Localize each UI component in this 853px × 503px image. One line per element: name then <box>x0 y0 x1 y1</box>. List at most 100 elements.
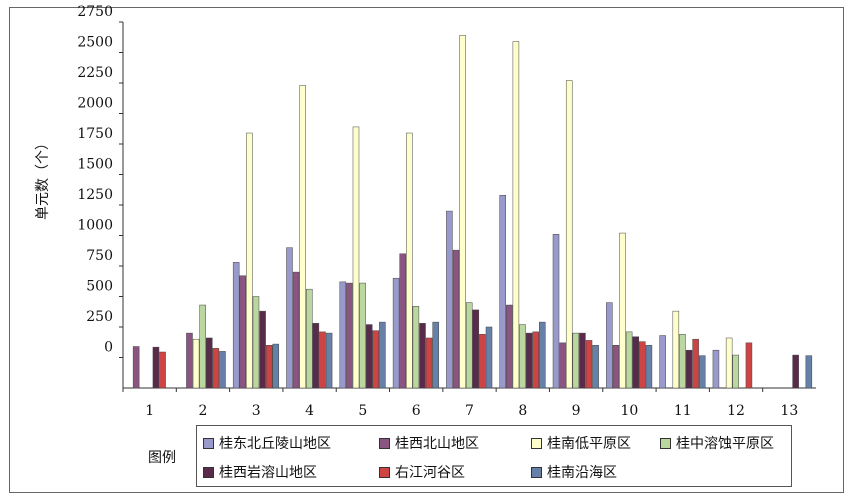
bar-4-cat-11 <box>679 334 686 389</box>
y-axis-label: 单元数（个） <box>35 136 51 220</box>
bar-7-cat-4 <box>325 332 333 389</box>
legend-label: 右江河谷区 <box>395 465 465 481</box>
x-tick-label: 4 <box>305 403 314 419</box>
x-tick-label: 3 <box>252 403 261 419</box>
bar-2-cat-4 <box>292 271 300 389</box>
y-tick-label: 1500 <box>77 157 113 173</box>
bar-3-cat-4 <box>299 85 306 389</box>
bar-3-cat-9 <box>565 80 573 389</box>
bar-1-cat-9 <box>552 234 560 389</box>
legend-swatch <box>660 437 671 449</box>
y-tick-label: 750 <box>86 248 113 264</box>
bar-2-cat-6 <box>399 253 406 389</box>
legend-title: 图例 <box>148 450 176 466</box>
bar-7-cat-9 <box>592 345 599 389</box>
bar-5-cat-10 <box>632 336 639 389</box>
bar-5-cat-2 <box>206 337 213 389</box>
bar-5-cat-1 <box>152 346 160 389</box>
bar-6-cat-12 <box>745 342 753 389</box>
bar-6-cat-5 <box>372 330 380 389</box>
x-tick-label: 1 <box>145 403 154 419</box>
x-tick-label: 10 <box>621 403 639 419</box>
bar-4-cat-9 <box>572 332 580 389</box>
y-tick-label: 2500 <box>77 35 113 51</box>
bar-6-cat-11 <box>692 338 699 389</box>
y-tick-label: 1000 <box>77 218 113 234</box>
bar-4-cat-4 <box>306 288 313 389</box>
bar-4-cat-2 <box>199 304 206 389</box>
legend-item: 桂西北山地区 <box>379 433 479 453</box>
bar-3-cat-7 <box>459 35 466 389</box>
bar-7-cat-8 <box>539 321 546 389</box>
bar-1-cat-6 <box>392 277 400 389</box>
bar-2-cat-8 <box>506 304 513 389</box>
bar-2-cat-5 <box>346 282 353 389</box>
bar-5-cat-9 <box>579 332 586 389</box>
bar-7-cat-11 <box>698 355 706 389</box>
legend-item: 右江河谷区 <box>379 462 465 482</box>
y-tick-label: 2750 <box>77 4 113 20</box>
legend-label: 桂西岩溶山地区 <box>219 465 317 481</box>
bar-4-cat-5 <box>359 282 366 389</box>
bar-7-cat-7 <box>485 326 493 389</box>
chart-frame <box>9 7 844 493</box>
bar-5-cat-8 <box>525 332 533 389</box>
bar-7-cat-10 <box>645 345 653 389</box>
bar-6-cat-2 <box>212 348 220 389</box>
x-tick-label: 7 <box>465 403 474 419</box>
bar-5-cat-3 <box>259 310 266 389</box>
x-tick-label: 9 <box>572 403 581 419</box>
bar-5-cat-4 <box>312 323 320 389</box>
legend-swatch <box>379 466 390 478</box>
bar-6-cat-7 <box>479 334 486 389</box>
bar-2-cat-9 <box>559 342 566 389</box>
bar-6-cat-8 <box>532 331 539 389</box>
bar-1-cat-8 <box>499 194 506 389</box>
x-tick-label: 2 <box>199 403 208 419</box>
bar-3-cat-8 <box>512 41 520 389</box>
bar-3-cat-6 <box>406 132 413 389</box>
bar-1-cat-10 <box>606 302 613 389</box>
bar-3-cat-10 <box>619 232 626 389</box>
bar-1-cat-12 <box>712 349 720 389</box>
legend-item: 桂西岩溶山地区 <box>203 462 317 482</box>
bar-4-cat-12 <box>732 354 739 389</box>
bar-5-cat-6 <box>419 323 426 389</box>
legend-item: 桂中溶蚀平原区 <box>660 433 774 453</box>
bar-2-cat-7 <box>452 249 460 389</box>
y-tick-label: 0 <box>104 340 113 356</box>
bar-6-cat-6 <box>425 337 433 389</box>
legend-swatch <box>379 437 390 449</box>
legend-swatch <box>203 437 214 449</box>
x-tick-label: 8 <box>518 403 527 419</box>
legend-swatch <box>531 437 542 449</box>
legend: 桂东北丘陵山地区 桂西北山地区 桂南低平原区 桂中溶蚀平原区 桂西岩溶山地区 右江河谷区 桂… <box>196 425 792 487</box>
bar-6-cat-3 <box>265 345 273 389</box>
bar-1-cat-5 <box>339 281 347 389</box>
bar-5-cat-7 <box>472 309 480 389</box>
legend-label: 桂中溶蚀平原区 <box>676 436 774 452</box>
y-tick-label: 1750 <box>77 126 113 142</box>
bar-2-cat-2 <box>186 332 193 389</box>
bar-3-cat-12 <box>725 337 733 389</box>
bar-1-cat-4 <box>286 247 293 389</box>
x-tick-label: 12 <box>727 403 745 419</box>
bar-3-cat-5 <box>352 126 360 389</box>
bar-2-cat-1 <box>132 346 140 389</box>
bar-6-cat-4 <box>319 331 326 389</box>
y-tick-label: 1250 <box>77 187 113 203</box>
bar-1-cat-11 <box>659 335 666 389</box>
bar-6-cat-10 <box>639 341 646 389</box>
x-tick-label: 5 <box>358 403 367 419</box>
bar-5-cat-13 <box>792 354 799 389</box>
bar-1-cat-3 <box>232 262 240 389</box>
bar-3-cat-2 <box>192 338 200 389</box>
bar-5-cat-11 <box>685 349 693 389</box>
y-tick-label: 2000 <box>77 96 113 112</box>
legend-swatch <box>531 466 542 478</box>
bar-5-cat-5 <box>365 324 373 389</box>
legend-item: 桂东北丘陵山地区 <box>203 433 331 453</box>
bar-4-cat-3 <box>252 296 260 389</box>
bar-4-cat-7 <box>465 302 473 389</box>
bar-1-cat-7 <box>446 210 453 389</box>
